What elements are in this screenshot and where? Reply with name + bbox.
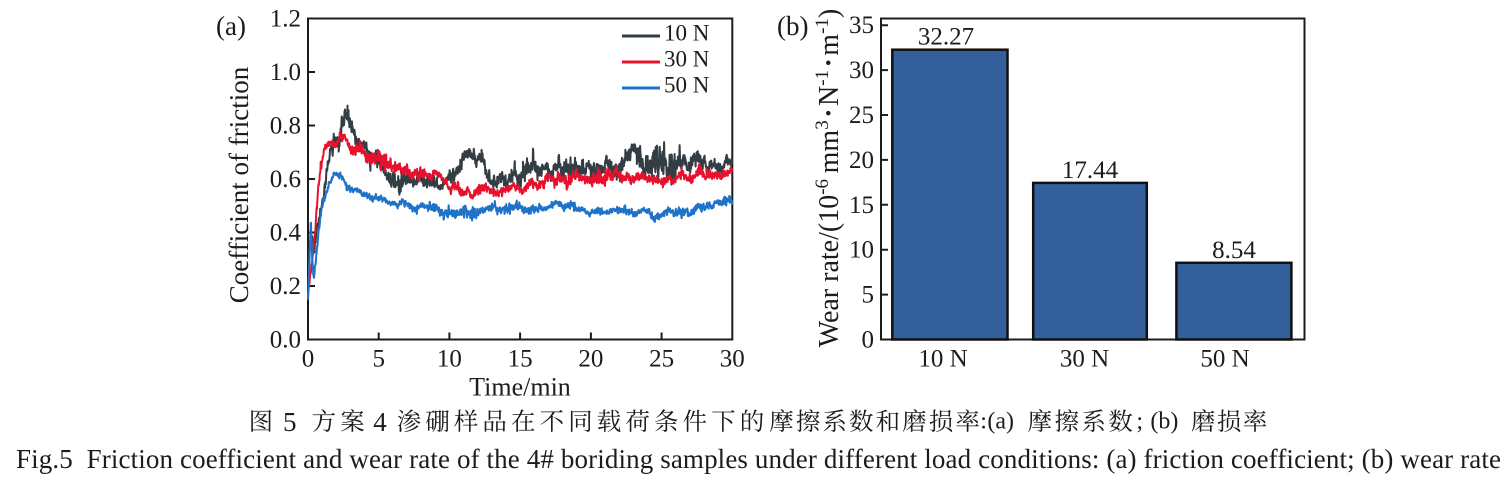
svg-text:4: 4 <box>373 407 387 437</box>
svg-text:30: 30 <box>849 57 874 84</box>
svg-text:30 N: 30 N <box>1060 346 1109 373</box>
svg-text:10: 10 <box>849 237 874 264</box>
svg-text:25: 25 <box>849 102 874 129</box>
svg-text:50 N: 50 N <box>664 72 710 97</box>
svg-text:(a): (a) <box>216 11 246 41</box>
svg-text:0.0: 0.0 <box>270 327 301 354</box>
svg-text:;: ; <box>1136 409 1143 435</box>
svg-text:Coefficient of friction: Coefficient of friction <box>224 66 254 303</box>
svg-text:(a): (a) <box>987 409 1014 435</box>
svg-text:10 N: 10 N <box>664 20 710 45</box>
svg-text:0.8: 0.8 <box>270 113 301 140</box>
svg-text:30 N: 30 N <box>664 46 710 71</box>
svg-text:32.27: 32.27 <box>918 24 974 51</box>
svg-text:0: 0 <box>862 327 875 354</box>
svg-text:20: 20 <box>849 147 874 174</box>
svg-text:1.0: 1.0 <box>270 59 301 86</box>
svg-text:10: 10 <box>437 346 462 373</box>
svg-text:30: 30 <box>720 346 745 373</box>
svg-text:25: 25 <box>649 346 674 373</box>
svg-text:20: 20 <box>578 346 603 373</box>
svg-text:17.44: 17.44 <box>1062 157 1119 184</box>
svg-text:0.2: 0.2 <box>270 273 301 300</box>
svg-text:0: 0 <box>302 346 315 373</box>
svg-text:Time/min: Time/min <box>469 373 571 402</box>
svg-text:Fig.5 Friction coefficient an: Fig.5 Friction coefficient and wear rate… <box>16 444 1501 474</box>
svg-text:15: 15 <box>849 192 874 219</box>
svg-text:5: 5 <box>862 282 875 309</box>
svg-text:5: 5 <box>372 346 385 373</box>
svg-text:(b): (b) <box>777 11 808 41</box>
svg-text:15: 15 <box>508 346 533 373</box>
svg-text:35: 35 <box>849 12 874 39</box>
svg-text:8.54: 8.54 <box>1212 237 1256 264</box>
svg-text:50 N: 50 N <box>1200 346 1249 373</box>
svg-text:0.4: 0.4 <box>270 220 302 247</box>
svg-text:5: 5 <box>283 407 297 437</box>
svg-text:1.2: 1.2 <box>270 6 301 33</box>
svg-text:10 N: 10 N <box>918 346 967 373</box>
svg-text::: : <box>980 409 987 435</box>
svg-text:0.6: 0.6 <box>270 166 301 193</box>
svg-text:(b): (b) <box>1150 409 1178 435</box>
